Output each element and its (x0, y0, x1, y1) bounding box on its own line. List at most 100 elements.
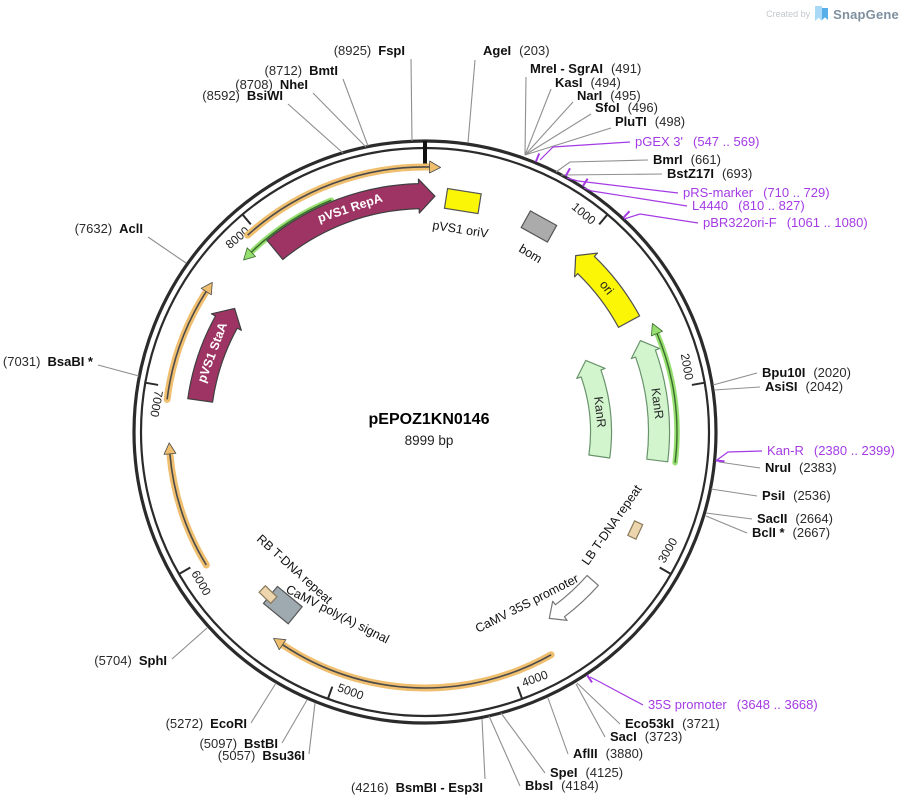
leader-sphi (171, 627, 208, 660)
enzyme-label-agei[interactable]: AgeI (203) (483, 43, 550, 58)
feature-label-kanr-outer[interactable]: KanR (648, 387, 666, 420)
enzyme-label-nhei[interactable]: (8708) NheI (235, 77, 308, 92)
enzyme-label-bbsi[interactable]: BbsI (4184) (525, 778, 599, 793)
leader-nari (524, 101, 574, 156)
primer-label-pbr322ori-f[interactable]: pBR322ori-F (1061 .. 1080) (703, 215, 868, 230)
primer-label-l4440[interactable]: L4440 (810 .. 827) (692, 198, 805, 213)
leader-bmri (555, 159, 649, 173)
feature-kanr-inner[interactable] (576, 359, 613, 459)
enzyme-label-eco53ki[interactable]: Eco53kI (3721) (625, 716, 720, 731)
plasmid-length: 8999 bp (405, 433, 454, 448)
cds-arc-repa-line (250, 199, 332, 253)
backbone-arc-left (166, 450, 210, 569)
enzyme-label-bsabi[interactable]: (7031) BsaBI * (3, 354, 94, 369)
enzyme-label-sphi[interactable]: (5704) SphI (94, 653, 167, 668)
enzyme-label-acli[interactable]: (7632) AclI (75, 221, 143, 236)
backbone-arc-upper-left-arrowhead-icon (200, 281, 213, 296)
enzyme-label-nrui[interactable]: NruI (2383) (765, 460, 837, 475)
leader-35s-promoter (589, 676, 644, 706)
enzyme-label-nari[interactable]: NarI (495) (577, 88, 641, 103)
cds-arc-kanr-arrowhead-icon (651, 323, 663, 337)
watermark-created-by: Created by (766, 9, 811, 19)
tick-4000 (516, 686, 524, 700)
enzyme-label-kasi[interactable]: KasI (494) (555, 75, 621, 90)
enzyme-label-bsmbi-esp3i[interactable]: (4216) BsmBI - Esp3I (351, 780, 483, 795)
enzyme-label-fspi[interactable]: (8925) FspI (334, 43, 405, 58)
feature-camv-35s-promoter-arrow[interactable] (548, 574, 599, 621)
feature-kanr-outer[interactable] (630, 340, 671, 463)
enzyme-label-psii[interactable]: PsiI (2536) (762, 488, 831, 503)
primer-label-kan-r[interactable]: Kan-R (2380 .. 2399) (767, 443, 895, 458)
leader-bsiwi (287, 103, 344, 154)
primer-label-pgex-3[interactable]: pGEX 3' (547 .. 569) (635, 134, 760, 149)
leader-mrei-sgrai (524, 76, 527, 156)
leader-ecori (250, 682, 277, 724)
feature-label-ori[interactable]: ori (597, 278, 617, 298)
enzyme-label-mrei-sgrai[interactable]: MreI - SgrAI (491) (530, 61, 641, 76)
leader-l4440 (583, 187, 688, 207)
leader-bbsi (488, 715, 521, 787)
backbone-arc-left-line (169, 453, 207, 566)
enzyme-label-ecori[interactable]: (5272) EcoRI (166, 716, 247, 731)
plasmid-name: pEPOZ1KN0146 (369, 411, 490, 428)
primer-tick-35s-promoter (586, 674, 593, 683)
leader-eco53ki (576, 682, 621, 725)
feature-label-camv-poly-a-signal[interactable]: CaMV poly(A) signal (284, 582, 392, 646)
leader-bsmbi-esp3i (481, 718, 486, 780)
primer-tick-l4440 (581, 178, 589, 187)
enzyme-label-bsu36i[interactable]: (5057) Bsu36I (218, 748, 305, 763)
enzyme-label-sfoi[interactable]: SfoI (496) (595, 100, 658, 115)
primer-label-35s-promoter[interactable]: 35S promoter (3648 .. 3668) (648, 697, 818, 712)
enzyme-label-aflii[interactable]: AflII (3880) (573, 746, 643, 761)
primer-tick-prs-marker (564, 167, 571, 177)
leader-nhei (312, 92, 367, 148)
tick-1000 (598, 213, 609, 226)
leader-pbr322ori-f (623, 213, 699, 224)
enzyme-label-bmti[interactable]: (8712) BmtI (265, 63, 338, 78)
leader-aflii (547, 697, 569, 755)
primer-label-prs-marker[interactable]: pRS-marker (710 .. 729) (683, 185, 830, 200)
enzyme-label-bstz17i[interactable]: BstZ17I (693) (667, 166, 752, 181)
enzyme-label-bmri[interactable]: BmrI (661) (653, 152, 721, 167)
feature-pvs1-staa[interactable] (187, 307, 242, 403)
feature-rb-t-dna-repeat-box[interactable] (258, 584, 278, 605)
leader-kan-r (716, 450, 763, 461)
feature-label-bom[interactable]: bom (516, 242, 544, 267)
feature-pvs1-repa[interactable] (266, 178, 436, 261)
feature-bom-box[interactable] (520, 210, 558, 243)
leader-bsabi (97, 364, 140, 377)
leader-bpu10i (712, 372, 758, 386)
feature-label-kanr-inner[interactable]: KanR (591, 396, 608, 429)
feature-lb-t-dna-repeat-box[interactable] (627, 520, 644, 540)
enzyme-label-bsiwi[interactable]: (8592) BsiWI (202, 88, 283, 103)
feature-label-pvs1-oriv[interactable]: pVS1 oriV (432, 218, 490, 241)
backbone-arc-bottom-line (282, 644, 552, 689)
enzyme-label-sacii[interactable]: SacII (2664) (757, 511, 833, 526)
enzyme-label-spei[interactable]: SpeI (4125) (550, 765, 623, 780)
feature-ori[interactable] (574, 252, 641, 328)
leader-agei (467, 59, 476, 144)
watermark-brand[interactable]: SnapGene (833, 6, 899, 22)
enzyme-label-bcli[interactable]: BclI * (2667) (752, 525, 830, 540)
backbone-arc-bottom-arrowhead-icon (273, 638, 287, 651)
leader-nrui (718, 461, 761, 469)
leader-bmti (342, 78, 369, 147)
enzyme-label-pluti[interactable]: PluTI (498) (615, 114, 685, 129)
enzyme-label-bstbi[interactable]: (5097) BstBI (199, 736, 278, 751)
leader-asisi (713, 386, 761, 391)
tick-label-5000: 5000 (336, 680, 366, 702)
leader-prs-marker (566, 177, 679, 194)
tick-5000 (326, 686, 334, 700)
feature-pvs1-oriv-box[interactable] (443, 187, 482, 215)
tick-2000 (691, 381, 705, 386)
leader-psii (710, 488, 758, 497)
tick-3000 (659, 566, 672, 575)
primer-tick-kan-r (715, 459, 725, 463)
enzyme-label-bpu10i[interactable]: Bpu10I (2020) (762, 365, 851, 380)
enzyme-label-saci[interactable]: SacI (3723) (610, 729, 682, 744)
leader-bsu36i (308, 702, 316, 755)
cds-arc-repa-arrowhead-icon (243, 247, 256, 261)
backbone-arc-top-line (247, 166, 430, 236)
enzyme-label-asisi[interactable]: AsiSI (2042) (765, 379, 843, 394)
tick-label-3000: 3000 (655, 535, 681, 565)
